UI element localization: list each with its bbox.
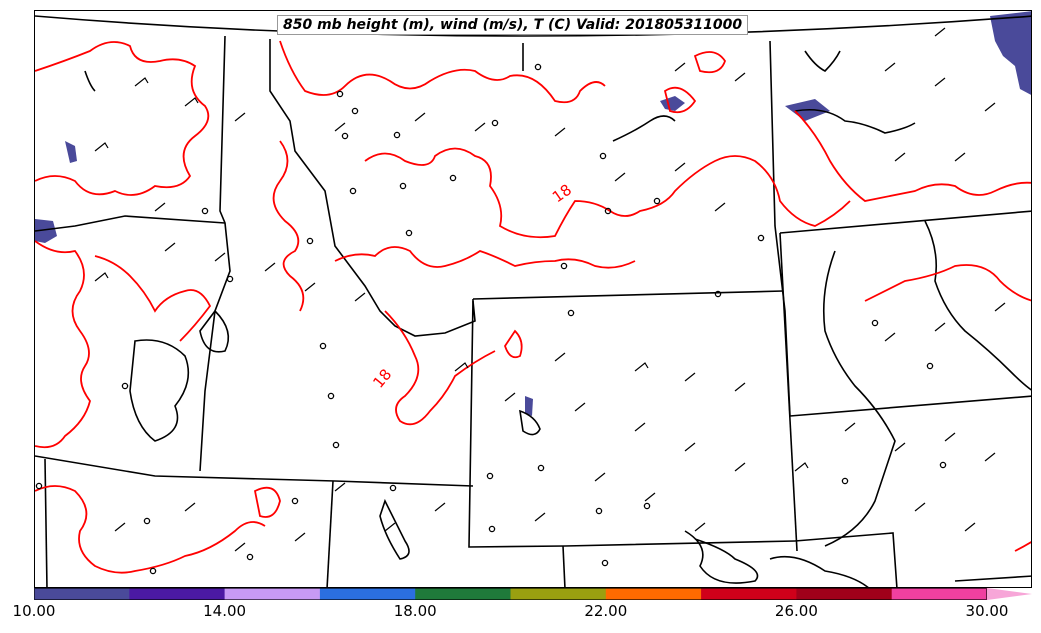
colorbar-segment: [129, 588, 226, 600]
height-contours: [84, 50, 1031, 587]
colorbar-tick-label: 22.00: [584, 602, 628, 620]
colorbar-outline: [34, 588, 987, 600]
colorbar-extend-arrow: [987, 588, 1032, 600]
isotherm-contours: [35, 40, 1031, 574]
contour-label: 18: [369, 365, 395, 391]
map-panel: 18 18: [34, 10, 1032, 588]
map-canvas: 18 18: [35, 11, 1031, 587]
colorbar-segment: [319, 588, 416, 600]
colorbar-segment: [605, 588, 702, 600]
wind-barbs: [94, 27, 1006, 552]
color-scale-labels: 10.00 14.00 18.00 22.00 26.00 30.00: [0, 602, 1041, 626]
colorbar-tick-label: 18.00: [393, 602, 437, 620]
map-title: 850 mb height (m), wind (m/s), T (C) Val…: [277, 15, 749, 35]
colorbar-tick-label: 10.00: [12, 602, 56, 620]
colorbar-segment: [224, 588, 321, 600]
colorbar-segment: [415, 588, 511, 600]
calm-wind-markers: [35, 63, 947, 575]
colorbar-tick-label: 14.00: [203, 602, 247, 620]
color-scale-bar: [34, 588, 1032, 600]
colorbar-segment: [701, 588, 797, 600]
colorbar-segment: [510, 588, 607, 600]
colorbar-segment: [891, 588, 988, 600]
state-boundaries: [35, 15, 1031, 587]
colorbar-tick-label: 26.00: [774, 602, 818, 620]
contour-label: 18: [549, 181, 575, 207]
colorbar-tick-label: 30.00: [965, 602, 1009, 620]
colorbar-segment: [34, 588, 130, 600]
colorbar-segment: [796, 588, 893, 600]
